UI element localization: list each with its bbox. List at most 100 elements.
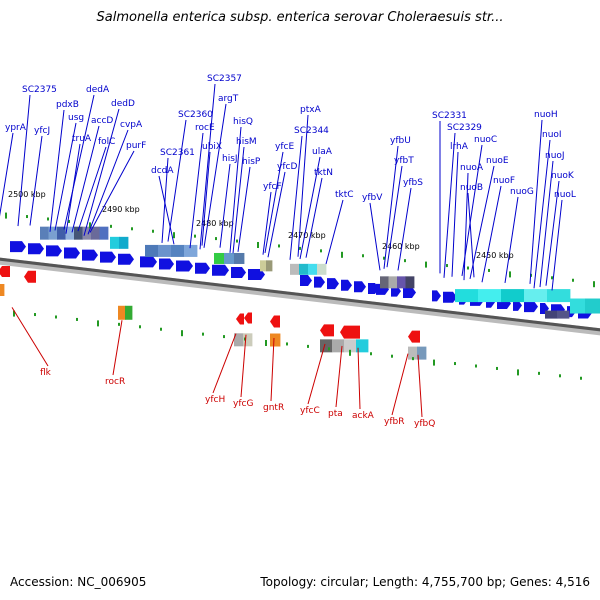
forward-gene-label: tktN: [314, 168, 333, 178]
forward-label-line: [237, 166, 251, 252]
forward-label-line: [229, 126, 242, 253]
backbone-shadow: [0, 257, 600, 336]
feature-block: [557, 310, 570, 319]
forward-gene: [403, 287, 416, 299]
feature-block: [585, 298, 600, 314]
tick-mark: [572, 278, 574, 282]
forward-gene-label: hisQ: [233, 117, 253, 127]
reverse-gene-label: rocR: [105, 377, 125, 387]
forward-label-line: [49, 109, 65, 232]
forward-label-line: [469, 165, 495, 279]
tick-mark: [215, 237, 217, 241]
reverse-label-line: [270, 337, 275, 402]
forward-gene-label: dedD: [111, 99, 135, 109]
tick-mark: [76, 317, 78, 321]
tick-mark: [173, 232, 175, 239]
tick-mark: [299, 246, 301, 250]
forward-gene-label: pdxB: [56, 100, 79, 110]
forward-label-line: [29, 135, 43, 226]
feature-block: [405, 276, 415, 289]
forward-gene: [231, 266, 246, 278]
feature-block: [478, 289, 502, 303]
forward-label-line: [467, 192, 475, 278]
forward-gene: [46, 245, 62, 257]
feature-block: [290, 263, 300, 275]
tick-mark: [593, 281, 595, 288]
forward-label-line: [71, 125, 100, 233]
reverse-gene: [236, 313, 244, 325]
forward-label-line: [65, 143, 81, 234]
feature-block: [570, 298, 586, 314]
tick-mark: [55, 315, 57, 319]
forward-gene-label: argT: [218, 94, 239, 104]
tick-mark: [97, 320, 99, 327]
feature-block: [317, 263, 327, 275]
forward-gene-label: nuoJ: [545, 151, 565, 161]
feature-block: [344, 339, 357, 353]
forward-gene-label: nuoI: [542, 130, 562, 140]
map-title: Salmonella enterica subsp. enterica sero…: [96, 10, 504, 25]
tick-mark: [412, 357, 414, 361]
feature-block: [234, 252, 245, 264]
forward-gene: [212, 264, 229, 276]
tick-mark: [454, 362, 456, 366]
feature-block: [145, 244, 159, 257]
forward-gene: [159, 258, 174, 270]
forward-gene: [391, 285, 401, 297]
feature-block: [74, 226, 83, 240]
forward-label-line: [199, 83, 216, 250]
forward-gene-label: nuoB: [460, 183, 483, 193]
tick-mark: [265, 339, 267, 346]
forward-gene-label: tktC: [335, 190, 354, 200]
forward-gene: [28, 243, 44, 255]
feature-block: [501, 289, 525, 303]
feature-block: [417, 346, 427, 360]
forward-gene: [432, 290, 441, 302]
tick-mark: [286, 342, 288, 346]
tick-mark: [194, 234, 196, 238]
forward-label-line: [161, 157, 169, 243]
feature-block: [158, 244, 172, 257]
feature-block: [397, 276, 406, 289]
forward-gene-label: SC2360: [178, 110, 213, 120]
tick-mark: [370, 352, 372, 356]
forward-label-line: [299, 156, 321, 260]
forward-labels: yprA SC2375 yfcJ pdxB usg dedA truA accD folC ded…: [5, 74, 576, 203]
forward-label-line: [451, 151, 459, 277]
feature-block: [243, 333, 253, 347]
scale-label: 2470 kbp: [288, 231, 326, 240]
reverse-label-line: [307, 343, 326, 405]
forward-gene-label: nuoA: [460, 163, 484, 173]
accession-text: Accession: NC_006905: [10, 575, 147, 589]
feature-block: [82, 226, 92, 240]
forward-gene-label: nuoE: [486, 156, 509, 166]
forward-gene-label: usg: [68, 113, 84, 123]
forward-label-line: [539, 160, 554, 288]
reverse-gene: [320, 324, 334, 337]
reverse-labels: flk rocR yfcH yfcG gntR yfcC pta ackA yfbR yfbQ: [40, 368, 435, 429]
reverse-gene: [270, 315, 280, 328]
forward-gene-label: nuoK: [551, 171, 575, 181]
forward-gene: [64, 247, 80, 259]
forward-label-line: [397, 187, 412, 271]
tick-mark: [89, 222, 91, 229]
forward-label-line: [89, 150, 135, 233]
feature-block: [388, 276, 398, 289]
feature-block: [0, 284, 5, 296]
forward-gene-label: truA: [72, 134, 92, 144]
reverse-label-line: [212, 333, 237, 394]
reverse-gene-label: yfcG: [233, 399, 253, 409]
feature-block: [119, 236, 129, 249]
forward-gene-label: hisP: [242, 157, 261, 167]
forward-gene-label: yprA: [5, 123, 27, 133]
forward-gene-label: hisJ: [222, 154, 238, 164]
forward-gene-label: folC: [98, 137, 115, 147]
tick-mark: [160, 327, 162, 331]
feature-block: [408, 346, 418, 360]
forward-label-line: [267, 171, 286, 258]
feature-block: [184, 244, 198, 257]
forward-gene-label: nuoF: [493, 176, 515, 186]
forward-gene-label: nuoH: [534, 110, 558, 120]
genome-stats: Topology: circular; Length: 4,755,700 bp…: [260, 575, 590, 589]
backbone-line: [0, 257, 600, 332]
